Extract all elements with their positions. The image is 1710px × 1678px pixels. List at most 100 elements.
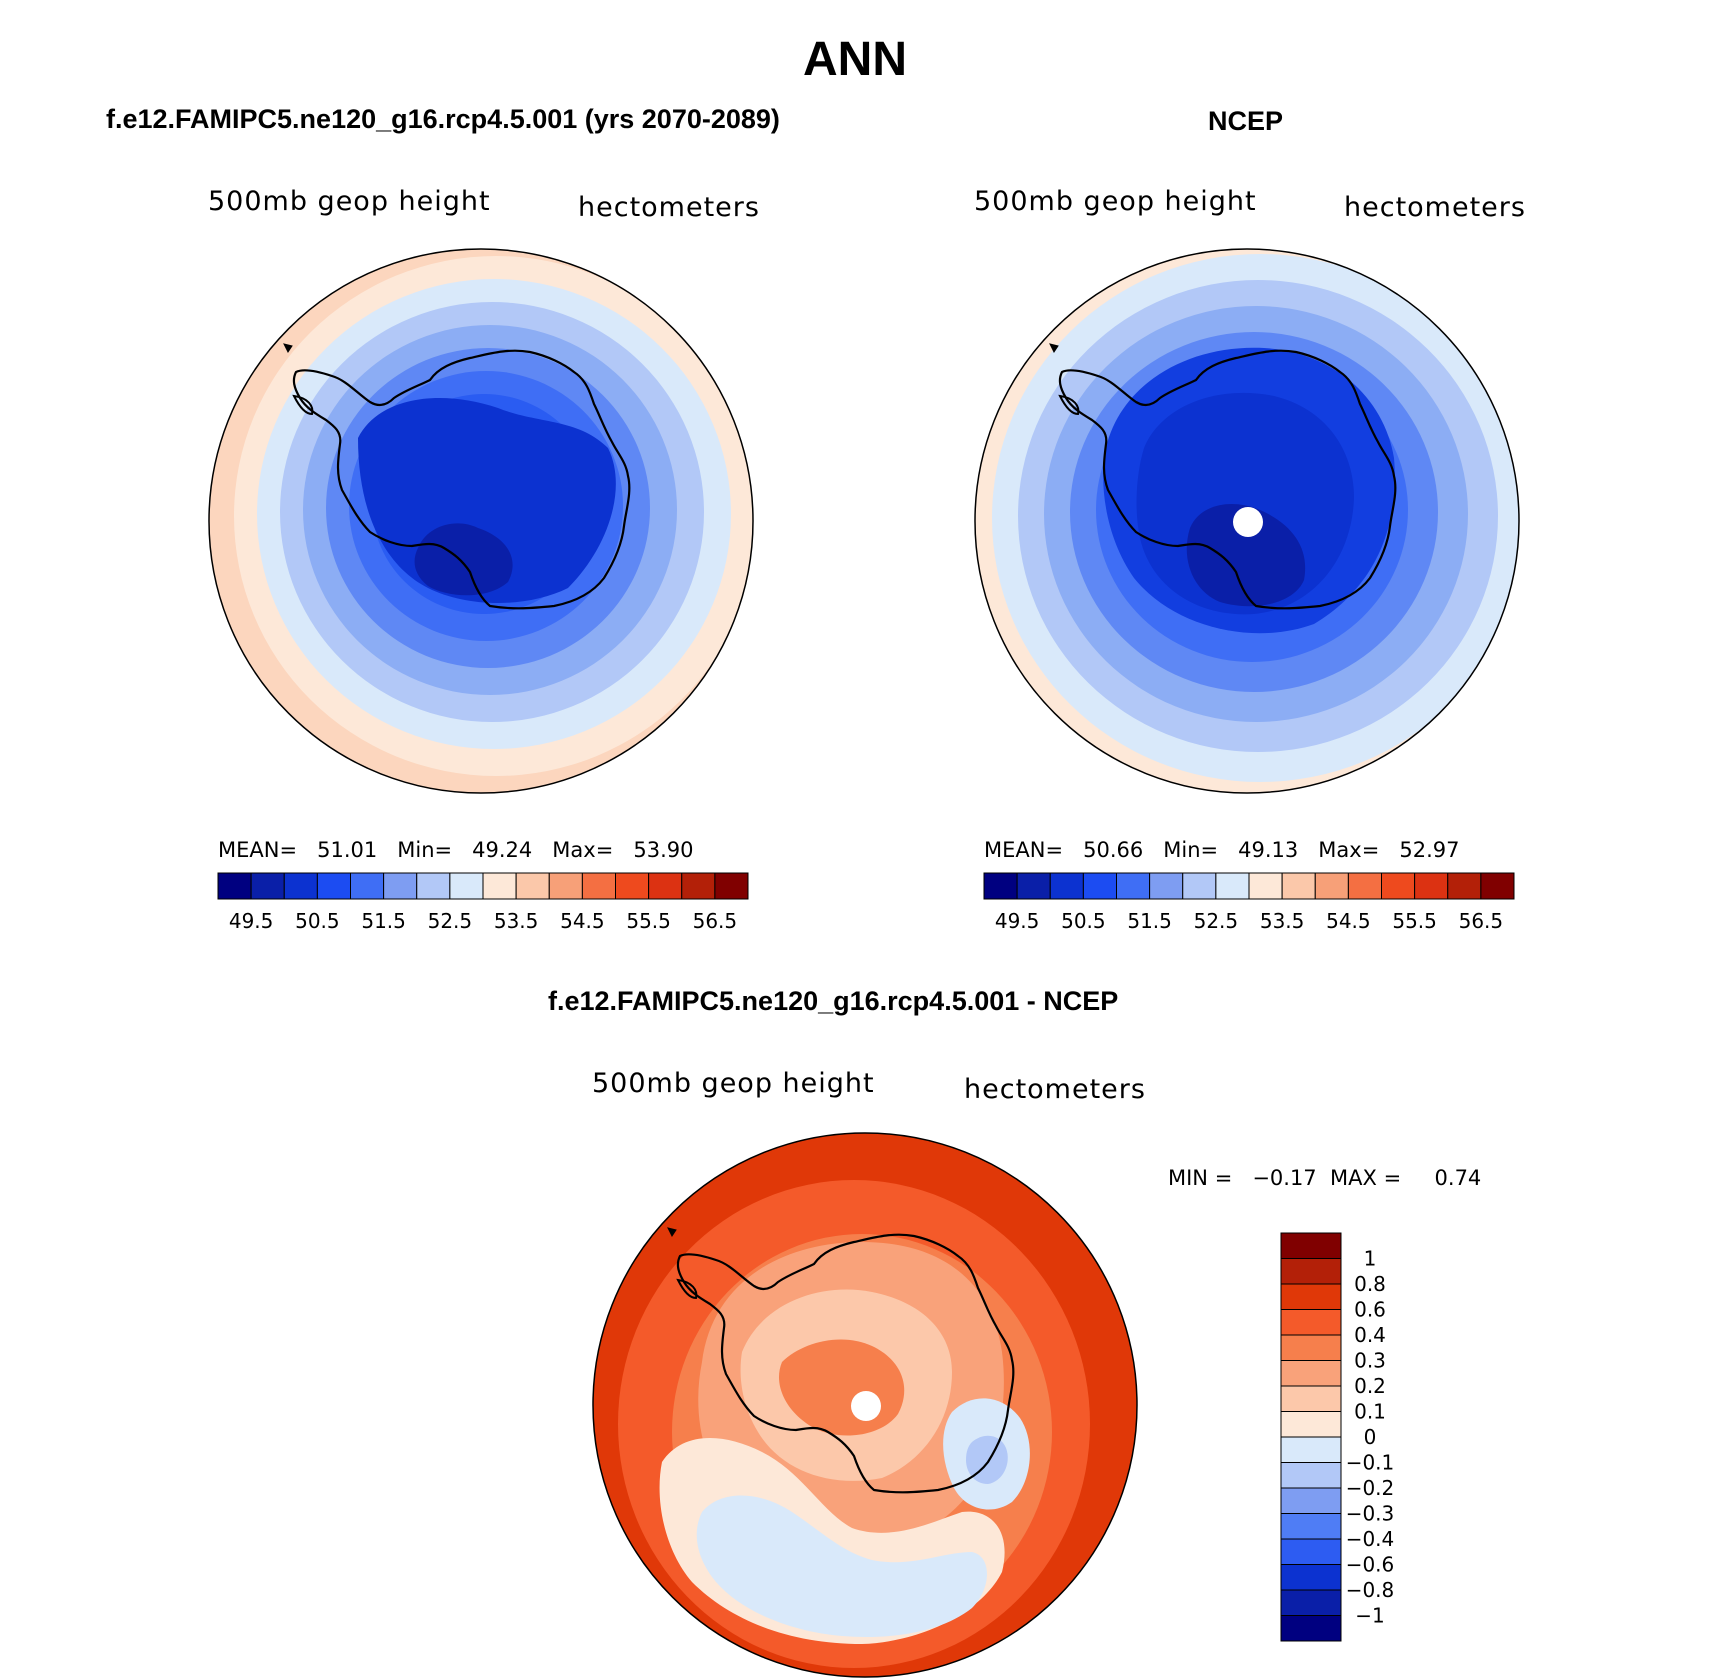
obs-map-border xyxy=(974,248,1520,794)
model-antarctica-coastline xyxy=(283,343,631,610)
colorbar-tick-label: 52.5 xyxy=(1194,909,1239,933)
obs-mean-value: 50.66 xyxy=(1083,838,1144,862)
obs-max-label: Max= xyxy=(1318,838,1380,862)
diff-antarctica-coastline xyxy=(667,1227,1015,1494)
colorbar-swatch xyxy=(482,872,517,900)
colorbar-tick-label: 50.5 xyxy=(1061,909,1106,933)
coast-ice-shelf xyxy=(676,1278,698,1300)
colorbar-swatch xyxy=(1347,872,1382,900)
colorbar-swatch xyxy=(1447,872,1482,900)
contour-band xyxy=(1186,504,1306,607)
colorbar-tick-label: 53.5 xyxy=(494,909,539,933)
model-polar-map xyxy=(208,248,754,794)
obs-min-value: 49.13 xyxy=(1238,838,1299,862)
coast-island xyxy=(667,1227,677,1237)
colorbar-swatch xyxy=(1280,1232,1342,1259)
contour-band xyxy=(966,1435,1008,1484)
coast-ice-shelf xyxy=(292,394,314,416)
colorbar-tick-label: 0.1 xyxy=(1354,1400,1386,1424)
model-panel-title: f.e12.FAMIPC5.ne120_g16.rcp4.5.001 (yrs … xyxy=(106,104,780,134)
colorbar-swatch xyxy=(1280,1615,1342,1642)
model-min-label: Min= xyxy=(397,838,453,862)
colorbar-swatch xyxy=(983,872,1018,900)
colorbar-swatch xyxy=(681,872,716,900)
colorbar-tick-label: 0.2 xyxy=(1354,1374,1386,1398)
colorbar-swatch xyxy=(515,872,550,900)
model-stats: MEAN= 51.01 Min= 49.24 Max= 53.90 xyxy=(218,838,693,862)
colorbar-swatch xyxy=(1280,1436,1342,1463)
colorbar-tick-label: −1 xyxy=(1355,1604,1384,1628)
model-contour-fill xyxy=(209,249,753,793)
colorbar-swatch xyxy=(283,872,318,900)
colorbar-swatch xyxy=(1049,872,1084,900)
diff-pole-mask xyxy=(851,1391,881,1421)
colorbar-swatch xyxy=(1280,1309,1342,1336)
colorbar-swatch xyxy=(1280,1538,1342,1565)
model-max-label: Max= xyxy=(552,838,614,862)
colorbar-swatch xyxy=(1016,872,1051,900)
colorbar-swatch xyxy=(350,872,385,900)
colorbar-swatch xyxy=(714,872,749,900)
colorbar-tick-label: 52.5 xyxy=(428,909,473,933)
colorbar-tick-label: 0.3 xyxy=(1354,1349,1386,1373)
diff-colorbar: 10.80.60.40.30.20.10−0.1−0.2−0.3−0.4−0.6… xyxy=(1280,1232,1395,1642)
contour-band xyxy=(696,1495,987,1637)
colorbar-swatch xyxy=(1280,1462,1342,1489)
colorbar-tick-label: 0.4 xyxy=(1354,1323,1386,1347)
colorbar-tick-label: 55.5 xyxy=(1392,909,1437,933)
diff-units-label: hectometers xyxy=(964,1074,1146,1105)
colorbar-swatch xyxy=(1149,872,1184,900)
diff-stats: MIN = −0.17 MAX = 0.74 xyxy=(1168,1166,1482,1190)
colorbar-swatch xyxy=(1280,1513,1342,1540)
coast-ice-shelf xyxy=(1058,394,1080,416)
colorbar-tick-label: 55.5 xyxy=(626,909,671,933)
colorbar-swatch xyxy=(1116,872,1151,900)
obs-pole-mask xyxy=(1233,507,1263,537)
colorbar-swatch xyxy=(1280,1360,1342,1387)
colorbar-swatch xyxy=(1280,1283,1342,1310)
obs-panel-title: NCEP xyxy=(1208,106,1284,136)
colorbar-swatch xyxy=(1248,872,1283,900)
colorbar-swatch xyxy=(1314,872,1349,900)
colorbar-swatch xyxy=(615,872,650,900)
colorbar-swatch xyxy=(1182,872,1217,900)
model-colorbar: 49.5 50.5 51.5 52.5 53.5 54.5 55.5 56.5 xyxy=(217,872,749,933)
colorbar-swatch xyxy=(548,872,583,900)
colorbar-swatch xyxy=(648,872,683,900)
colorbar-tick-label: 51.5 xyxy=(1127,909,1172,933)
colorbar-swatch xyxy=(1082,872,1117,900)
colorbar-swatch xyxy=(1280,1564,1342,1591)
model-units-label: hectometers xyxy=(578,192,760,223)
model-max-value: 53.90 xyxy=(633,838,694,862)
colorbar-swatch xyxy=(250,872,285,900)
obs-variable-label: 500mb geop height xyxy=(974,186,1257,217)
colorbar-swatch xyxy=(1280,1334,1342,1361)
colorbar-swatch xyxy=(217,872,252,900)
diff-variable-label: 500mb geop height xyxy=(592,1068,875,1099)
colorbar-swatch xyxy=(1281,872,1316,900)
colorbar-tick-label: 51.5 xyxy=(361,909,406,933)
colorbar-tick-label: 1 xyxy=(1364,1247,1377,1271)
coast-island xyxy=(1049,343,1059,353)
colorbar-tick-label: 54.5 xyxy=(1326,909,1371,933)
obs-colorbar: 49.5 50.5 51.5 52.5 53.5 54.5 55.5 56.5 xyxy=(983,872,1515,933)
colorbar-tick-label: −0.1 xyxy=(1346,1451,1395,1475)
colorbar-tick-label: 50.5 xyxy=(295,909,340,933)
colorbar-tick-label: −0.3 xyxy=(1346,1502,1395,1526)
obs-stats: MEAN= 50.66 Min= 49.13 Max= 52.97 xyxy=(984,838,1459,862)
colorbar-tick-label: 54.5 xyxy=(560,909,605,933)
colorbar-tick-label: 0 xyxy=(1364,1425,1377,1449)
colorbar-swatch xyxy=(1280,1258,1342,1285)
colorbar-swatch xyxy=(1280,1487,1342,1514)
obs-units-label: hectometers xyxy=(1344,192,1526,223)
colorbar-tick-label: −0.4 xyxy=(1346,1527,1395,1551)
model-mean-value: 51.01 xyxy=(317,838,378,862)
diff-panel-title: f.e12.FAMIPC5.ne120_g16.rcp4.5.001 - NCE… xyxy=(548,986,1119,1016)
colorbar-tick-label: 49.5 xyxy=(229,909,274,933)
coastline-path xyxy=(676,1233,1015,1494)
colorbar-tick-label: 0.8 xyxy=(1354,1272,1386,1296)
colorbar-tick-label: 0.6 xyxy=(1354,1298,1386,1322)
colorbar-tick-label: 49.5 xyxy=(995,909,1040,933)
obs-max-value: 52.97 xyxy=(1399,838,1460,862)
model-map-border xyxy=(208,248,754,794)
